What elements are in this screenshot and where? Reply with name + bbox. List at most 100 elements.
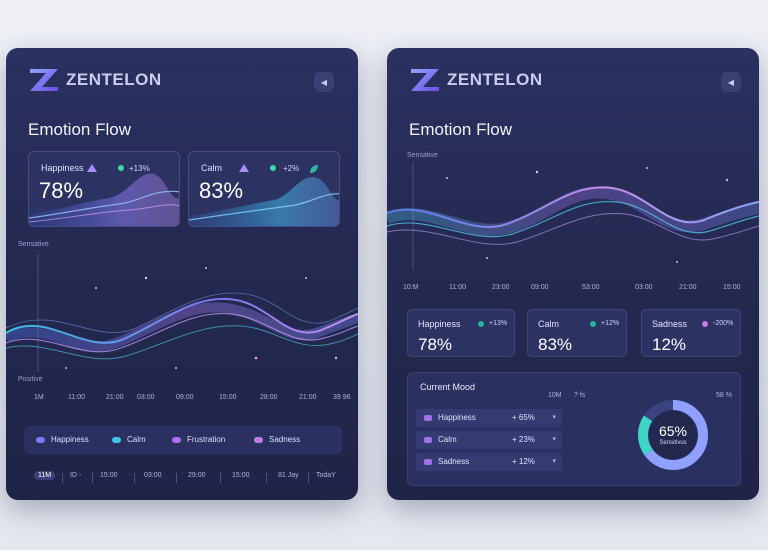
- axis-top-label: Sensative: [18, 241, 49, 248]
- metric-delta: +13%: [129, 164, 150, 173]
- status-dot-icon: [702, 320, 708, 327]
- divider: [220, 473, 221, 483]
- emotion-wave-chart: [387, 162, 759, 270]
- mood-row-pct: + 23%: [512, 435, 535, 444]
- stat-value: 78%: [418, 335, 453, 354]
- metric-value: 78%: [39, 178, 84, 203]
- legend-label: Sadness: [269, 435, 301, 444]
- range-option[interactable]: 15:00: [100, 472, 118, 479]
- mood-range: 58 %: [716, 392, 732, 399]
- legend-label: Happiness: [51, 435, 89, 444]
- right-panel: ZENTELON ◀ Emotion Flow Sensative 10:M: [387, 48, 759, 500]
- time-tick: 28:00: [260, 394, 278, 401]
- donut-label: Sensitivus: [659, 440, 687, 446]
- axis-top-label: Sensative: [407, 152, 438, 159]
- brand: ZENTELON: [409, 66, 543, 94]
- stat-delta: +13%: [478, 320, 507, 327]
- stat-card-sadness[interactable]: Sadness -200% 12%: [641, 309, 741, 357]
- mood-row-happiness[interactable]: Happiness + 65% ▾: [416, 409, 562, 427]
- status-dot-icon: [478, 320, 484, 327]
- mood-range: 10M: [548, 392, 562, 399]
- mood-row-label: Calm: [438, 435, 457, 444]
- time-range-bar: 11M ID - 15:00 03:00 29:00 15:00 81 Jay …: [34, 471, 344, 486]
- time-tick: 1M: [34, 394, 44, 401]
- mood-row-pct: + 12%: [512, 457, 535, 466]
- happiness-icon: [424, 415, 432, 421]
- frustration-icon: [172, 436, 181, 443]
- happiness-sparkline: [29, 173, 179, 226]
- collapse-button[interactable]: ◀: [721, 72, 741, 92]
- divider: [62, 473, 63, 483]
- mood-title: Current Mood: [420, 382, 476, 392]
- stat-delta-text: -200%: [713, 320, 734, 327]
- time-tick: 11:00: [68, 394, 85, 401]
- mood-row-sadness[interactable]: Sadness + 12% ▾: [416, 453, 562, 471]
- chevron-down-icon: ▾: [552, 436, 556, 443]
- calm-icon: [112, 436, 121, 443]
- range-option[interactable]: 11M: [34, 471, 56, 480]
- legend-label: Frustration: [187, 435, 226, 444]
- time-tick: 09:00: [531, 284, 549, 291]
- chevron-down-icon: ▾: [552, 458, 556, 465]
- legend-item-sadness[interactable]: Sadness: [254, 435, 300, 444]
- legend-item-happiness[interactable]: Happiness: [36, 435, 89, 444]
- metric-value: 83%: [199, 178, 244, 203]
- range-option[interactable]: 15:00: [232, 472, 250, 479]
- leaf-icon: [310, 165, 318, 173]
- legend-item-frustration[interactable]: Frustration: [172, 435, 225, 444]
- mood-row-label: Happiness: [438, 413, 476, 422]
- divider: [176, 473, 177, 483]
- time-tick: 21:00: [679, 284, 697, 291]
- divider: [266, 473, 267, 483]
- stat-card-happiness[interactable]: Happiness +13% 78%: [407, 309, 515, 357]
- page-title: Emotion Flow: [409, 120, 512, 139]
- legend-label: Calm: [127, 435, 146, 444]
- donut-value: 65%: [658, 423, 688, 439]
- collapse-button[interactable]: ◀: [314, 72, 334, 92]
- legend-item-calm[interactable]: Calm: [112, 435, 146, 444]
- time-tick: 03:00: [137, 394, 155, 401]
- mood-row-label: Sadness: [438, 457, 470, 466]
- range-option[interactable]: 81 Jay: [278, 472, 299, 479]
- mood-row-pct: + 65%: [512, 413, 535, 422]
- metric-delta: +2%: [283, 164, 300, 173]
- stat-delta-text: +13%: [489, 320, 508, 327]
- range-option[interactable]: ID -: [70, 472, 82, 479]
- leaf-icon: [118, 165, 124, 171]
- sadness-icon: [254, 436, 263, 443]
- mood-donut-chart: [638, 400, 708, 470]
- time-tick: 03:00: [635, 284, 653, 291]
- stat-delta-text: +12%: [601, 320, 620, 327]
- emotion-wave-chart: [6, 254, 358, 372]
- divider: [308, 473, 309, 483]
- sadness-icon: [424, 459, 432, 465]
- legend: Happiness Calm Frustration Sadness: [24, 426, 342, 454]
- time-tick: 09:00: [176, 394, 194, 401]
- time-tick: 15:00: [723, 284, 741, 291]
- stat-card-calm[interactable]: Calm +12% 83%: [527, 309, 627, 357]
- time-tick: 21:00: [299, 394, 317, 401]
- range-option[interactable]: TodaY: [316, 472, 336, 479]
- mood-row-calm[interactable]: Calm + 23% ▾: [416, 431, 562, 449]
- metric-card-calm[interactable]: Calm +2% 83%: [188, 151, 340, 227]
- stat-delta: -200%: [702, 320, 733, 327]
- range-option[interactable]: 29:00: [188, 472, 206, 479]
- stat-delta: +12%: [590, 320, 619, 327]
- zentelon-logo-icon: [411, 69, 439, 91]
- calm-sparkline: [189, 177, 339, 226]
- time-tick: 53:00: [582, 284, 600, 291]
- divider: [92, 473, 93, 483]
- heart-icon: [36, 436, 45, 443]
- metric-card-happiness[interactable]: Happiness +13% 78%: [28, 151, 180, 227]
- zentelon-logo-icon: [30, 69, 58, 91]
- metric-label: Happiness: [41, 163, 84, 173]
- time-tick: 15:00: [219, 394, 237, 401]
- brand-name: ZENTELON: [447, 70, 543, 89]
- calm-icon: [424, 437, 432, 443]
- divider: [134, 473, 135, 483]
- range-option[interactable]: 03:00: [144, 472, 162, 479]
- chevron-down-icon: ▾: [552, 414, 556, 421]
- mood-range: ? fs: [574, 392, 586, 399]
- time-tick: 21:00: [106, 394, 124, 401]
- brand: ZENTELON: [28, 66, 162, 94]
